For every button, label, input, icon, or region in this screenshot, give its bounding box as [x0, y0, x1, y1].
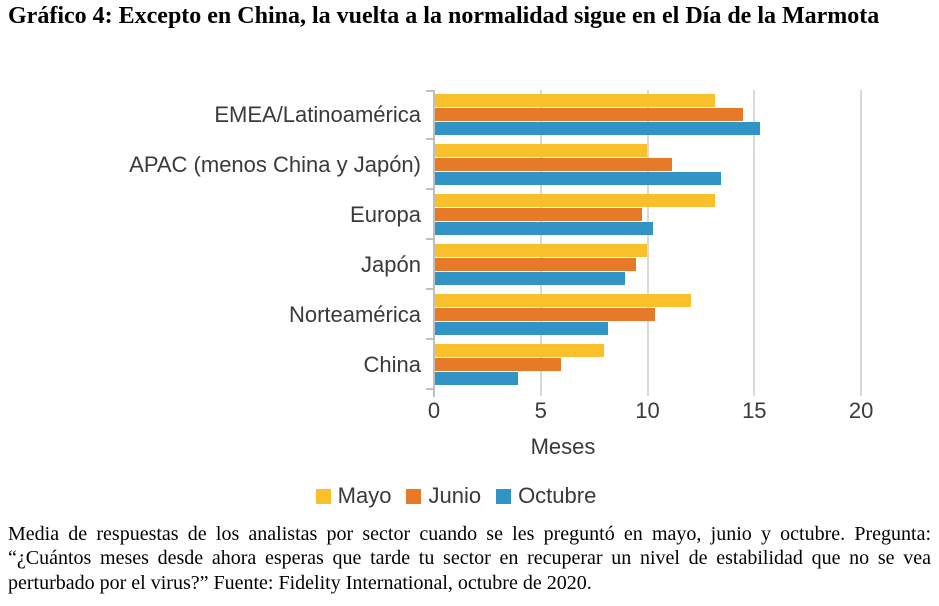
bar-junio — [435, 108, 743, 121]
bar-octubre — [435, 122, 760, 135]
y-axis-tick — [426, 388, 433, 390]
bar-junio — [435, 258, 636, 271]
plot-area — [426, 90, 890, 397]
footnote: Media de respuestas de los analistas por… — [8, 523, 931, 594]
y-axis-tick — [426, 90, 433, 92]
bar-group-5 — [433, 290, 890, 340]
bar-junio — [435, 358, 562, 371]
bar-octubre — [435, 172, 722, 185]
bar-octubre — [435, 272, 626, 285]
bar-mayo — [435, 244, 647, 257]
bar-group-2 — [433, 140, 890, 190]
bar-group-4 — [433, 240, 890, 290]
bar-group-6 — [433, 340, 890, 390]
legend-label: Mayo — [337, 483, 392, 508]
bar-octubre — [435, 372, 519, 385]
y-axis-tick — [426, 338, 433, 340]
legend-item-junio: Junio — [406, 483, 481, 509]
bar-junio — [435, 158, 673, 171]
y-axis-tick — [426, 288, 433, 290]
bar-octubre — [435, 222, 653, 235]
category-label: China — [363, 352, 421, 377]
gridline-x-5 — [539, 90, 542, 396]
bar-group-3 — [433, 190, 890, 240]
legend: Mayo Junio Octubre — [0, 483, 912, 509]
y-axis-line — [433, 90, 435, 397]
gridline-x-15 — [753, 90, 756, 396]
legend-item-octubre: Octubre — [496, 483, 596, 509]
legend-swatch-icon — [496, 488, 512, 504]
category-label: EMEA/Latinoamérica — [214, 102, 421, 127]
x-tick-label-5: 5 — [534, 398, 547, 423]
category-label: Japón — [361, 252, 421, 277]
y-axis-tick — [426, 138, 433, 140]
legend-swatch-icon — [406, 488, 422, 504]
page-title: Gráfico 4: Excepto en China, la vuelta a… — [8, 3, 880, 29]
bar-group-1 — [433, 90, 890, 140]
bar-mayo — [435, 344, 604, 357]
x-tick-label-20: 20 — [848, 398, 874, 423]
bar-junio — [435, 208, 643, 221]
legend-item-mayo: Mayo — [315, 483, 392, 509]
bar-junio — [435, 308, 656, 321]
bar-octubre — [435, 322, 609, 335]
y-axis-tick — [426, 238, 433, 240]
category-label: Europa — [350, 202, 421, 227]
category-label: Norteamérica — [288, 302, 421, 327]
bar-mayo — [435, 94, 715, 107]
bar-mayo — [435, 144, 647, 157]
bar-chart: EMEA/Latinoamérica APAC (menos China y Ja… — [0, 85, 939, 520]
bar-mayo — [435, 294, 692, 307]
x-tick-label-15: 15 — [742, 398, 767, 423]
legend-label: Octubre — [518, 483, 597, 508]
x-axis-title: Meses — [530, 434, 596, 459]
gridline-x-20 — [860, 90, 863, 396]
x-tick-label-10: 10 — [635, 398, 660, 423]
category-label: APAC (menos China y Japón) — [129, 152, 421, 177]
gridline-x-10 — [646, 90, 649, 396]
legend-label: Junio — [428, 483, 482, 508]
bar-mayo — [435, 194, 715, 207]
y-axis-tick — [426, 188, 433, 190]
legend-swatch-icon — [315, 488, 331, 504]
x-tick-label-0: 0 — [427, 398, 441, 423]
